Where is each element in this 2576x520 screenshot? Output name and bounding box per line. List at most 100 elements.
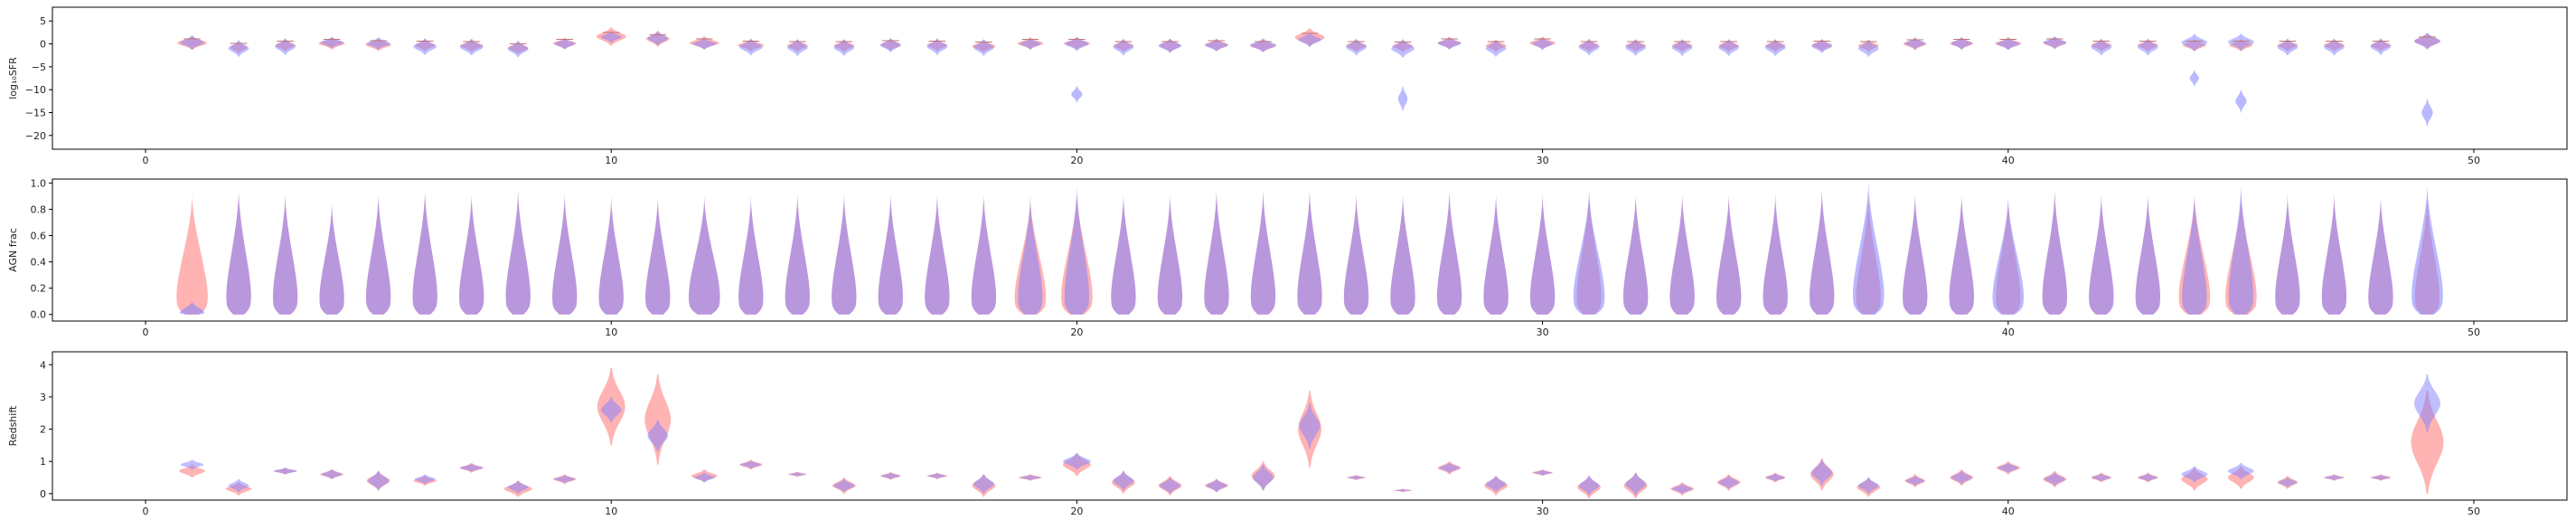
violin-series-b xyxy=(1853,180,1885,315)
violin-series-b xyxy=(2138,38,2158,56)
violin-series-b xyxy=(1718,476,1739,489)
violin-series-b xyxy=(1951,470,1972,485)
violin-series-b xyxy=(833,478,855,493)
y-axis-label: log₁₀SFR xyxy=(7,57,19,99)
violin-series-b xyxy=(740,460,762,469)
violin-series-b xyxy=(2181,33,2208,52)
y-axis-label: AGN frac xyxy=(7,228,19,272)
violin-series-b xyxy=(1064,185,1089,315)
y-tick-label: −10 xyxy=(25,84,46,96)
violin-series-b xyxy=(2089,194,2114,315)
panel-agn-frac: 0 10 20 30 40 50 0.0 0.2 0.4 0.6 0.8 1.0 AGN frac xyxy=(7,177,2568,338)
violin-series-b xyxy=(1485,40,1507,57)
violin-series-b xyxy=(1158,38,1182,53)
violin-series-b xyxy=(2181,466,2208,483)
violin-series-b xyxy=(366,37,390,50)
violin-series-b xyxy=(600,31,622,43)
violin-series-b xyxy=(1671,39,1693,56)
violin-series-b xyxy=(412,189,437,315)
y-tick-label: 1.0 xyxy=(31,177,47,189)
violin-series-b xyxy=(1483,194,1509,315)
x-tick-label: 40 xyxy=(2002,506,2015,517)
violin-series-b xyxy=(1857,477,1879,494)
violin-series-b xyxy=(2135,194,2160,315)
violin-series-b xyxy=(273,194,298,315)
y-tick-label: 0.4 xyxy=(31,257,47,269)
violin-series-b xyxy=(692,38,717,50)
violin-series-b xyxy=(2227,463,2254,479)
violin-series-b xyxy=(507,480,529,494)
x-tick-label: 50 xyxy=(2468,506,2480,517)
violin-series-b-tail xyxy=(1071,86,1083,103)
violin-series-b xyxy=(554,38,575,50)
violin-series-b xyxy=(1157,194,1183,315)
violin-series-b xyxy=(2275,194,2300,315)
violin-series-b xyxy=(1298,33,1321,47)
violin-series-b xyxy=(1810,189,1835,315)
x-tick-label: 40 xyxy=(2002,326,2015,338)
panel-sfr: 0 10 20 30 40 50 −20 −15 −10 −5 0 5 log₁₀SFR xyxy=(7,6,2568,166)
violin-series-b xyxy=(1533,469,1552,476)
violin-series-b xyxy=(1763,194,1788,315)
violin-series-b xyxy=(2371,475,2391,480)
violin-series-b xyxy=(598,195,624,315)
x-tick-label: 10 xyxy=(605,155,617,166)
violin-series-b xyxy=(320,36,343,49)
violin-series-b xyxy=(927,473,947,479)
violin-series-b xyxy=(2414,374,2440,433)
violin-series-b xyxy=(1111,194,1136,315)
violin-series-b xyxy=(880,38,901,52)
violin-series-b xyxy=(180,459,204,470)
violin-series-b xyxy=(738,195,764,315)
violin-series-b xyxy=(1716,194,1742,315)
violin-series-b xyxy=(179,301,205,315)
violin-series-b xyxy=(459,464,484,472)
violin-series-b xyxy=(1063,453,1091,470)
violin-series-b xyxy=(832,194,857,315)
x-tick-label: 40 xyxy=(2002,155,2015,166)
violin-series-b xyxy=(2091,38,2112,56)
violin-series-b xyxy=(2325,475,2344,480)
violin-series-b xyxy=(689,195,720,315)
violin-series-b xyxy=(2278,477,2298,487)
violin-series-b-tail xyxy=(2235,90,2247,113)
violin-series-a xyxy=(2411,390,2444,494)
violin-series-b xyxy=(1250,189,1276,315)
x-tick-label: 30 xyxy=(1537,155,1549,166)
x-tick-label: 20 xyxy=(1070,506,1083,517)
y-tick-label: 2 xyxy=(40,424,46,436)
y-tick-label: 0.0 xyxy=(31,309,47,321)
violin-series-b xyxy=(647,31,669,45)
violin-series-b xyxy=(2042,189,2067,315)
x-tick-label: 0 xyxy=(143,155,149,166)
violin-series-b xyxy=(1532,37,1553,51)
violin-series-b xyxy=(1391,39,1415,58)
violin-series-b xyxy=(1348,475,1365,480)
violin-series-b xyxy=(2321,194,2346,315)
violin-series-b xyxy=(413,38,437,55)
violin-series-b xyxy=(2368,195,2393,315)
violin-series-b xyxy=(645,195,671,315)
violin-series-b xyxy=(647,419,669,452)
violin-series-b xyxy=(275,38,296,55)
violin-series-b xyxy=(1394,488,1412,492)
violin-series-b xyxy=(1113,470,1134,491)
x-tick-label: 20 xyxy=(1070,326,1083,338)
violin-series-b xyxy=(1951,37,1972,50)
violin-series-b xyxy=(926,38,948,55)
violin-series-b xyxy=(228,478,249,493)
violin-series-b xyxy=(228,40,249,57)
violin-series-b xyxy=(1992,195,2024,315)
violin-series-b xyxy=(1998,463,2019,473)
violin-series-b xyxy=(2324,38,2345,56)
violin-series-b-tail xyxy=(1397,86,1408,112)
violin-series-b xyxy=(1949,194,1974,315)
violin-series-b xyxy=(1905,476,1924,486)
violin-series-b xyxy=(459,38,484,56)
violin-series-b xyxy=(1250,38,1276,52)
violin-series-b xyxy=(319,203,344,315)
y-tick-label: −15 xyxy=(25,107,46,118)
violin-series-b xyxy=(2092,473,2111,482)
x-tick-label: 50 xyxy=(2468,155,2480,166)
violin-series-b xyxy=(1020,38,1041,50)
